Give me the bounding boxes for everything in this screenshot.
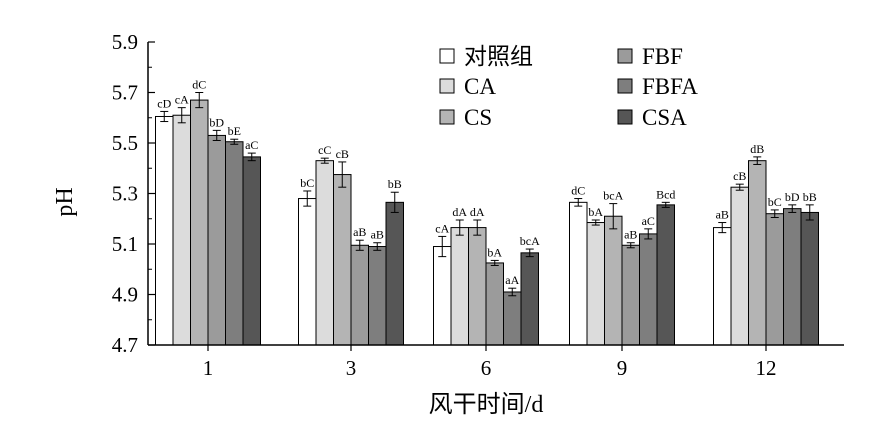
bar xyxy=(298,198,317,346)
legend-swatch xyxy=(439,109,455,125)
legend-item: FBF xyxy=(617,44,683,69)
bar xyxy=(385,201,404,346)
x-tick-label: 1 xyxy=(203,356,214,380)
bar xyxy=(765,213,784,346)
bar xyxy=(713,227,732,346)
x-tick-label: 12 xyxy=(756,356,777,380)
data-label: cB xyxy=(733,169,746,183)
legend-swatch xyxy=(617,78,633,94)
data-label: bcA xyxy=(603,189,623,203)
data-label: aC xyxy=(245,138,258,152)
y-tick-label: 4.7 xyxy=(112,333,138,357)
data-label: cD xyxy=(157,96,171,110)
data-label: aB xyxy=(624,228,637,242)
bar xyxy=(433,246,452,346)
bar xyxy=(155,115,174,346)
data-label: aB xyxy=(371,228,384,242)
data-label: aC xyxy=(642,214,655,228)
x-tick-label: 6 xyxy=(481,356,492,380)
data-label: bB xyxy=(388,177,402,191)
data-label: Bcd xyxy=(656,187,675,201)
data-label: bC xyxy=(768,195,782,209)
data-label: aA xyxy=(505,273,519,287)
x-tick-label: 9 xyxy=(617,356,628,380)
data-label: dC xyxy=(192,78,206,92)
legend-swatch xyxy=(439,78,455,94)
bar xyxy=(748,160,767,346)
bar xyxy=(315,160,334,346)
legend-label: FBF xyxy=(642,44,683,69)
bar xyxy=(730,186,749,346)
data-label: dA xyxy=(470,205,485,219)
data-label: cC xyxy=(318,143,331,157)
legend-swatch xyxy=(617,48,633,64)
legend-label: FBFA xyxy=(642,74,698,99)
data-label: dA xyxy=(452,205,467,219)
data-label: cB xyxy=(336,147,349,161)
bar xyxy=(783,208,802,346)
legend-label: CA xyxy=(464,74,496,99)
legend-item: CSA xyxy=(617,105,687,130)
bar xyxy=(621,244,640,346)
bar xyxy=(225,141,244,346)
bar xyxy=(368,246,387,346)
legend-item: 对照组 xyxy=(439,44,533,69)
x-tick-label: 3 xyxy=(346,356,357,380)
y-axis-title: pH xyxy=(52,187,78,216)
y-tick-label: 4.9 xyxy=(112,283,138,307)
data-label: aB xyxy=(716,208,729,222)
data-label: dB xyxy=(750,142,764,156)
y-axis: 4.7 4.9 5.1 5.3 5.5 5.7 5.9 xyxy=(112,30,155,357)
x-axis-title: 风干时间/d xyxy=(429,391,544,418)
data-label: dC xyxy=(571,184,585,198)
bar xyxy=(172,114,191,346)
bar xyxy=(569,201,588,346)
bar xyxy=(350,244,369,346)
legend-swatch xyxy=(617,109,633,125)
data-label: bA xyxy=(487,245,502,259)
bar xyxy=(639,233,658,346)
data-label: bC xyxy=(300,176,314,190)
data-label: cA xyxy=(175,93,189,107)
bar xyxy=(520,252,539,346)
data-label: bD xyxy=(209,115,224,129)
bar xyxy=(800,211,819,346)
bar xyxy=(333,174,352,346)
bar xyxy=(190,99,209,346)
bar xyxy=(450,227,469,346)
y-tick-label: 5.7 xyxy=(112,81,138,105)
bar xyxy=(468,227,487,346)
data-label: bD xyxy=(785,190,800,204)
legend-label: CSA xyxy=(642,105,687,130)
legend: 对照组 CA CS FBF FBFA CSA xyxy=(439,44,698,130)
x-axis: 1 3 6 9 12 xyxy=(148,344,844,380)
bar xyxy=(485,262,504,346)
y-tick-label: 5.5 xyxy=(112,131,138,155)
data-label: bcA xyxy=(520,234,540,248)
bar xyxy=(656,204,675,346)
legend-swatch xyxy=(439,48,455,64)
bar xyxy=(586,222,605,346)
legend-item: CA xyxy=(439,74,496,99)
legend-item: CS xyxy=(439,105,492,130)
data-label: bB xyxy=(803,190,817,204)
y-tick-label: 5.1 xyxy=(112,232,138,256)
legend-label: 对照组 xyxy=(464,44,533,69)
data-label: bA xyxy=(588,205,603,219)
bar xyxy=(604,215,623,346)
y-tick-label: 5.3 xyxy=(112,182,138,206)
legend-item: FBFA xyxy=(617,74,698,99)
y-tick-label: 5.9 xyxy=(112,30,138,54)
bar xyxy=(503,291,522,346)
legend-label: CS xyxy=(464,105,492,130)
bar xyxy=(207,134,226,346)
data-label: bE xyxy=(228,124,241,138)
data-label: cA xyxy=(435,221,449,235)
data-label: aB xyxy=(353,225,366,239)
bar xyxy=(242,156,261,346)
